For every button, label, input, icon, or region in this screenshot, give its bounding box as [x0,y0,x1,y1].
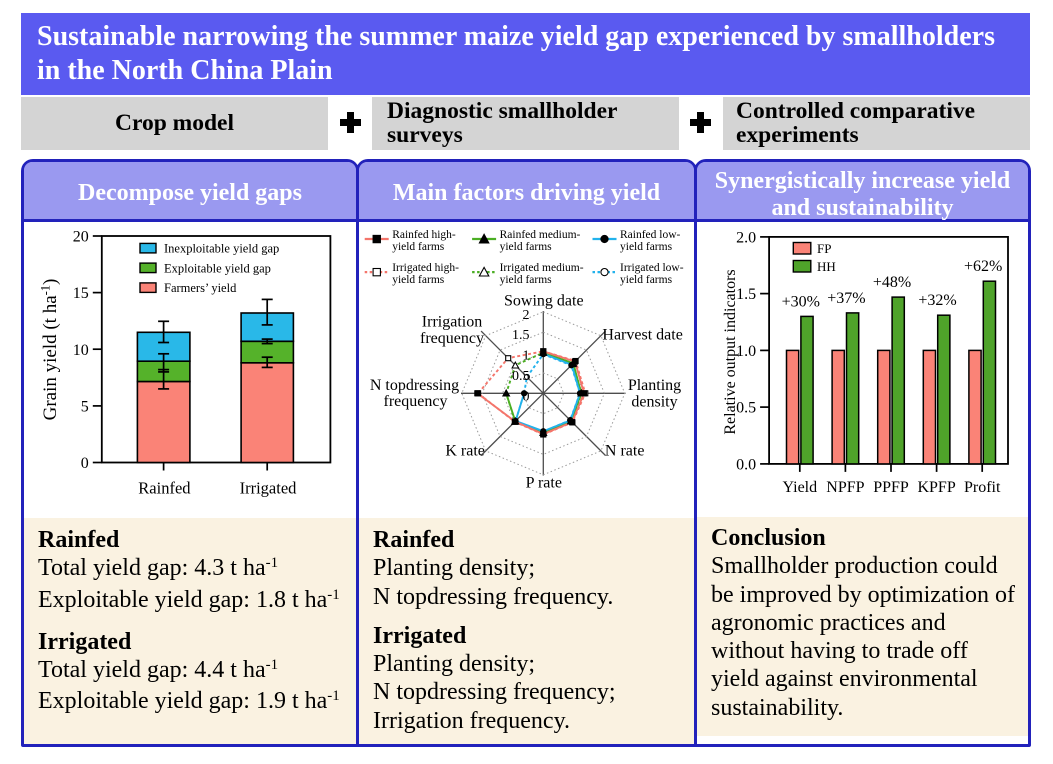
svg-text:2.0: 2.0 [736,229,756,246]
svg-text:Rainfed low-: Rainfed low- [620,229,681,241]
svg-text:Grain yield (t ha-1): Grain yield (t ha-1) [39,279,62,421]
svg-text:yield farms: yield farms [620,274,673,286]
svg-text:yield farms: yield farms [620,241,673,253]
svg-text:Irrigated low-: Irrigated low- [620,262,684,274]
svg-text:0: 0 [523,389,530,404]
svg-text:yield farms: yield farms [500,274,553,286]
svg-text:P rate: P rate [526,475,562,492]
svg-text:Yield: Yield [782,479,817,496]
svg-text:0: 0 [81,455,89,472]
svg-text:density: density [631,393,677,410]
svg-text:Sowing date: Sowing date [504,293,584,310]
svg-text:0.5: 0.5 [512,369,530,384]
svg-text:Rainfed medium-: Rainfed medium- [500,229,581,241]
svg-text:frequency: frequency [384,393,448,410]
svg-text:N rate: N rate [605,443,645,460]
svg-text:1.5: 1.5 [512,328,530,343]
svg-text:Irrigated medium-: Irrigated medium- [500,262,584,274]
svg-text:frequency: frequency [420,330,484,347]
svg-text:15: 15 [73,285,89,302]
svg-text:Rainfed: Rainfed [138,479,191,498]
svg-text:HH: HH [817,259,836,274]
svg-text:Irrigation: Irrigation [422,314,482,331]
svg-text:FP: FP [817,241,831,256]
svg-text:PPFP: PPFP [873,479,909,496]
svg-text:+48%: +48% [873,274,911,291]
svg-text:Harvest date: Harvest date [602,327,682,344]
svg-text:+32%: +32% [918,292,956,309]
svg-text:0.5: 0.5 [736,400,756,417]
svg-text:Irrigated: Irrigated [240,479,298,498]
svg-text:1.0: 1.0 [736,343,756,360]
svg-text:Profit: Profit [964,479,1001,496]
svg-text:yield farms: yield farms [500,241,553,253]
svg-text:N topdressing: N topdressing [370,377,459,394]
svg-text:Rainfed high-: Rainfed high- [392,229,456,241]
svg-text:Planting: Planting [628,377,681,394]
svg-text:KPFP: KPFP [917,479,955,496]
svg-text:Exploitable yield gap: Exploitable yield gap [164,261,271,275]
svg-text:K rate: K rate [445,443,485,460]
svg-text:yield farms: yield farms [392,274,445,286]
svg-text:Relative output indicators: Relative output indicators [722,269,739,434]
svg-text:yield farms: yield farms [392,241,445,253]
svg-text:+62%: +62% [964,258,1002,275]
svg-text:10: 10 [73,342,89,359]
svg-text:1: 1 [523,349,530,364]
svg-text:Inexploitable yield gap: Inexploitable yield gap [164,242,279,256]
svg-text:0.0: 0.0 [736,456,756,473]
svg-text:Irrigated high-: Irrigated high- [392,262,459,274]
svg-text:NPFP: NPFP [826,479,864,496]
svg-text:+30%: +30% [782,293,820,310]
svg-text:20: 20 [73,229,89,246]
svg-text:5: 5 [81,398,89,415]
svg-text:2: 2 [523,308,530,323]
svg-text:1.5: 1.5 [736,286,756,303]
svg-text:+37%: +37% [827,290,865,307]
svg-text:Farmers’ yield: Farmers’ yield [164,281,237,295]
